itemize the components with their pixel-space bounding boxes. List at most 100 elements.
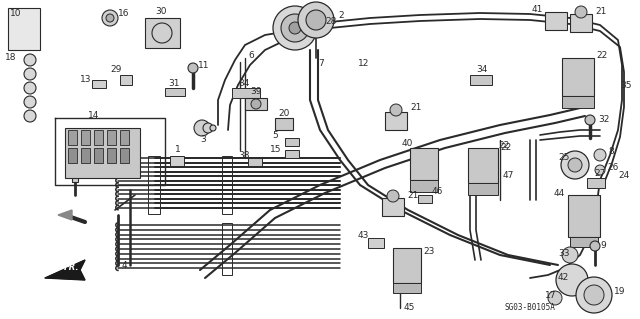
Circle shape: [298, 2, 334, 38]
Bar: [570, 237, 598, 247]
Circle shape: [556, 264, 588, 296]
Text: 16: 16: [118, 10, 129, 19]
Bar: [385, 112, 407, 130]
Text: 22: 22: [500, 144, 511, 152]
Text: 24: 24: [618, 170, 629, 180]
Text: 5: 5: [272, 131, 278, 140]
Bar: [368, 238, 384, 248]
Bar: [8, 8, 40, 50]
Text: 27: 27: [594, 169, 605, 179]
Bar: [170, 156, 184, 166]
Bar: [81, 130, 90, 145]
Text: 34: 34: [238, 78, 250, 87]
Text: FR.: FR.: [64, 263, 80, 272]
Bar: [94, 148, 103, 163]
Bar: [570, 14, 592, 32]
Bar: [545, 12, 567, 30]
Circle shape: [194, 120, 210, 136]
Bar: [68, 148, 77, 163]
Circle shape: [24, 54, 36, 66]
Circle shape: [387, 190, 399, 202]
Text: 38: 38: [238, 151, 250, 160]
Text: 19: 19: [614, 287, 625, 296]
Bar: [418, 195, 432, 203]
Text: 6: 6: [248, 51, 253, 61]
Bar: [382, 198, 404, 216]
Text: 30: 30: [155, 8, 166, 17]
Text: 3: 3: [200, 136, 205, 145]
Text: 18: 18: [5, 54, 17, 63]
Bar: [145, 18, 180, 48]
Bar: [120, 130, 129, 145]
Circle shape: [210, 125, 216, 131]
Circle shape: [595, 165, 605, 175]
Bar: [410, 180, 438, 192]
Circle shape: [594, 149, 606, 161]
Text: 8: 8: [608, 147, 614, 157]
Bar: [393, 248, 421, 283]
Text: 1: 1: [175, 145, 180, 154]
Polygon shape: [45, 260, 85, 280]
Circle shape: [561, 151, 589, 179]
Text: 21: 21: [595, 8, 606, 17]
Text: 39: 39: [250, 87, 262, 97]
Circle shape: [106, 14, 114, 22]
Text: 32: 32: [598, 115, 609, 124]
Text: 47: 47: [503, 170, 515, 180]
Polygon shape: [58, 210, 72, 220]
Circle shape: [548, 291, 562, 305]
Text: 25: 25: [558, 153, 570, 162]
Bar: [245, 98, 267, 110]
Bar: [285, 150, 299, 158]
Bar: [65, 128, 140, 178]
Bar: [107, 130, 116, 145]
Text: 42: 42: [558, 273, 569, 283]
Text: 44: 44: [554, 189, 565, 197]
Circle shape: [24, 110, 36, 122]
Circle shape: [24, 96, 36, 108]
Circle shape: [273, 6, 317, 50]
Circle shape: [188, 63, 198, 73]
Bar: [120, 148, 129, 163]
Bar: [232, 88, 260, 98]
Circle shape: [390, 104, 402, 116]
Bar: [81, 148, 90, 163]
Bar: [275, 118, 293, 130]
Bar: [165, 88, 185, 96]
Bar: [92, 80, 106, 88]
Text: 22: 22: [596, 50, 607, 60]
Bar: [393, 283, 421, 293]
Bar: [222, 156, 232, 214]
Text: 21: 21: [407, 190, 419, 199]
Text: 28: 28: [325, 18, 337, 26]
Bar: [94, 130, 103, 145]
Text: 10: 10: [10, 9, 22, 18]
Bar: [68, 130, 77, 145]
Bar: [120, 75, 132, 85]
Bar: [562, 96, 594, 108]
Text: 33: 33: [558, 249, 570, 257]
Text: 9: 9: [600, 241, 605, 249]
Text: 7: 7: [318, 58, 324, 68]
Text: 29: 29: [110, 65, 122, 75]
Text: 40: 40: [402, 138, 413, 147]
Bar: [107, 148, 116, 163]
Circle shape: [562, 247, 578, 263]
Bar: [285, 138, 299, 146]
Text: SG03-B0105A: SG03-B0105A: [504, 303, 556, 313]
Circle shape: [568, 158, 582, 172]
Text: 41: 41: [532, 5, 543, 14]
Text: 43: 43: [358, 231, 369, 240]
Text: 14: 14: [88, 110, 99, 120]
Circle shape: [24, 82, 36, 94]
Circle shape: [289, 22, 301, 34]
Text: 46: 46: [432, 188, 444, 197]
Circle shape: [575, 6, 587, 18]
Text: 35: 35: [620, 80, 632, 90]
Text: 21: 21: [410, 103, 421, 113]
Text: 31: 31: [168, 78, 179, 87]
Text: 11: 11: [198, 62, 209, 70]
Circle shape: [584, 285, 604, 305]
Text: 22: 22: [498, 140, 509, 150]
Bar: [468, 183, 498, 195]
